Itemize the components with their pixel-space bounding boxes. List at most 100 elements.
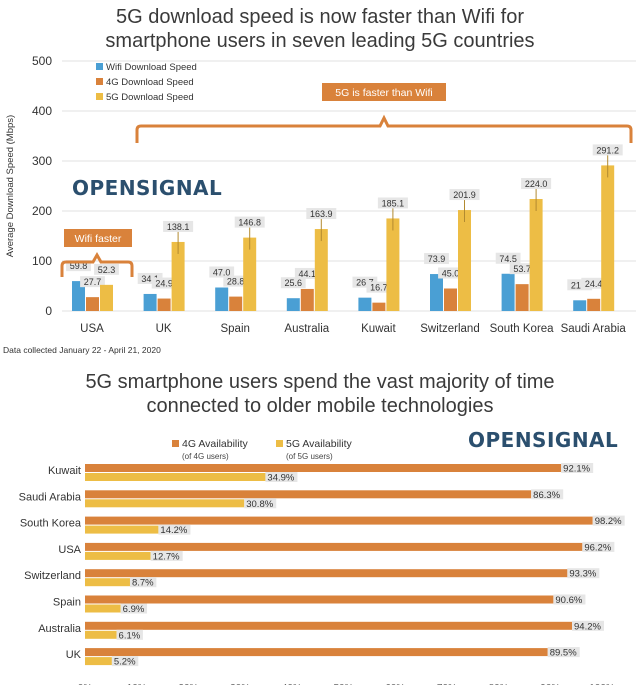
data-label-bg <box>129 577 157 588</box>
bar-5g <box>85 525 159 534</box>
data-label: 44.1 <box>299 269 317 279</box>
data-label-bg <box>66 260 91 272</box>
data-label: 30.8% <box>246 499 273 510</box>
data-label: 163.9 <box>310 209 333 219</box>
x-tick-label: 30% <box>230 683 250 685</box>
legend-swatch-wifi <box>96 63 103 70</box>
data-label-bg <box>294 267 320 279</box>
data-label-bg <box>234 216 265 228</box>
legend-swatch-5g <box>96 93 103 100</box>
top-chart-title-line2: smartphone users in seven leading 5G cou… <box>105 30 535 52</box>
bar-4g <box>85 490 532 499</box>
bar-5g <box>85 473 266 481</box>
legend-swatch-5g <box>276 440 283 447</box>
data-label-bg <box>424 253 449 265</box>
data-label-bg <box>449 189 480 201</box>
y-tick-label: 0 <box>45 304 52 318</box>
data-label-bg <box>158 524 191 535</box>
data-label-bg <box>567 279 593 291</box>
category-label: UK <box>66 649 82 661</box>
bar-4g <box>85 595 554 604</box>
bar-wifi <box>72 281 85 311</box>
data-label: 14.2% <box>160 525 187 536</box>
data-label: 24.9 <box>155 279 173 289</box>
data-label-bg <box>509 263 535 275</box>
x-tick-label: Australia <box>284 323 329 335</box>
bar-wifi <box>286 298 300 311</box>
data-label-bg <box>567 568 600 579</box>
bar-4g <box>300 288 314 311</box>
data-label: 25.6 <box>285 278 303 288</box>
data-label: 138.1 <box>167 222 190 232</box>
callout-box-5g <box>322 83 446 101</box>
data-label: 45.0 <box>442 269 460 279</box>
bar-4g <box>587 298 601 311</box>
category-label: Australia <box>38 623 82 635</box>
data-label-bg <box>592 144 623 156</box>
data-label-bg <box>244 498 277 509</box>
category-label: South Korea <box>20 518 82 530</box>
bar-wifi <box>215 287 229 311</box>
data-label: 6.9% <box>123 604 145 615</box>
data-label-bg <box>553 594 586 605</box>
data-label: 93.3% <box>569 569 596 580</box>
bar-5g <box>100 284 113 311</box>
x-tick-label: UK <box>156 323 172 335</box>
x-tick-label: USA <box>80 323 104 335</box>
bottom-chart-title-line1: 5G smartphone users spend the vast major… <box>85 371 555 393</box>
bar-4g <box>157 298 171 311</box>
data-label: 5.2% <box>114 657 136 668</box>
availability-chart: 4G Availability (of 4G users) 5G Availabil… <box>19 438 625 685</box>
legend-sublabel: (of 5G users) <box>286 452 333 461</box>
bar-4g <box>372 302 386 311</box>
bar-wifi <box>501 273 515 311</box>
bar-5g <box>458 210 471 311</box>
data-label: 12.7% <box>153 551 180 562</box>
data-label-bg <box>151 277 177 289</box>
category-label: USA <box>58 544 81 556</box>
x-tick-label: Kuwait <box>361 323 396 335</box>
x-tick-label: 70% <box>437 683 457 685</box>
data-label: 53.7 <box>513 264 531 274</box>
callout-bracket-5g <box>135 114 633 143</box>
bar-5g <box>243 237 257 311</box>
category-label: Kuwait <box>48 465 81 477</box>
x-tick-label: Switzerland <box>420 323 479 335</box>
x-tick-label: 0% <box>78 683 93 685</box>
legend-label: 5G Availability <box>286 438 353 450</box>
bar-5g <box>85 499 245 508</box>
data-label: 90.6% <box>555 595 582 606</box>
x-tick-label: Spain <box>220 323 249 335</box>
data-label: 34.9% <box>267 473 294 484</box>
data-label: 73.9 <box>428 254 446 264</box>
data-label-bg <box>111 656 139 667</box>
data-label: 74.5 <box>499 254 517 264</box>
bar-wifi <box>573 300 587 311</box>
bar-5g <box>314 229 328 311</box>
y-tick-label: 200 <box>32 204 52 218</box>
y-tick-label: 400 <box>32 104 52 118</box>
data-label-bg <box>137 272 163 284</box>
callout-text-wifi: Wifi faster <box>75 233 122 245</box>
data-label-bg <box>163 220 194 232</box>
category-label: Saudi Arabia <box>19 491 82 503</box>
x-tick-label: 50% <box>333 683 353 685</box>
download-speed-chart: 0 100 200 300 400 500 Average Download Speed (… <box>5 54 636 335</box>
legend-swatch-4g <box>96 78 103 85</box>
data-label: 34.1 <box>141 274 159 284</box>
callout-bracket-wifi <box>60 251 134 277</box>
data-label: 224.0 <box>525 179 548 189</box>
bar-5g <box>171 241 185 311</box>
y-tick-label: 100 <box>32 254 52 268</box>
data-label-bg <box>306 208 337 220</box>
data-label: 52.3 <box>98 265 116 275</box>
data-label: 16.7 <box>370 283 388 293</box>
x-tick-label: South Korea <box>490 323 555 335</box>
opensignal-logo-bottom: OPENSIGNAL <box>468 428 619 452</box>
legend-label: 4G Download Speed <box>106 77 194 88</box>
data-label: 27.7 <box>84 277 102 287</box>
data-label-bg <box>223 275 249 287</box>
data-label-bg <box>561 463 594 473</box>
bar-wifi <box>430 274 443 311</box>
data-label: 92.1% <box>563 464 590 475</box>
